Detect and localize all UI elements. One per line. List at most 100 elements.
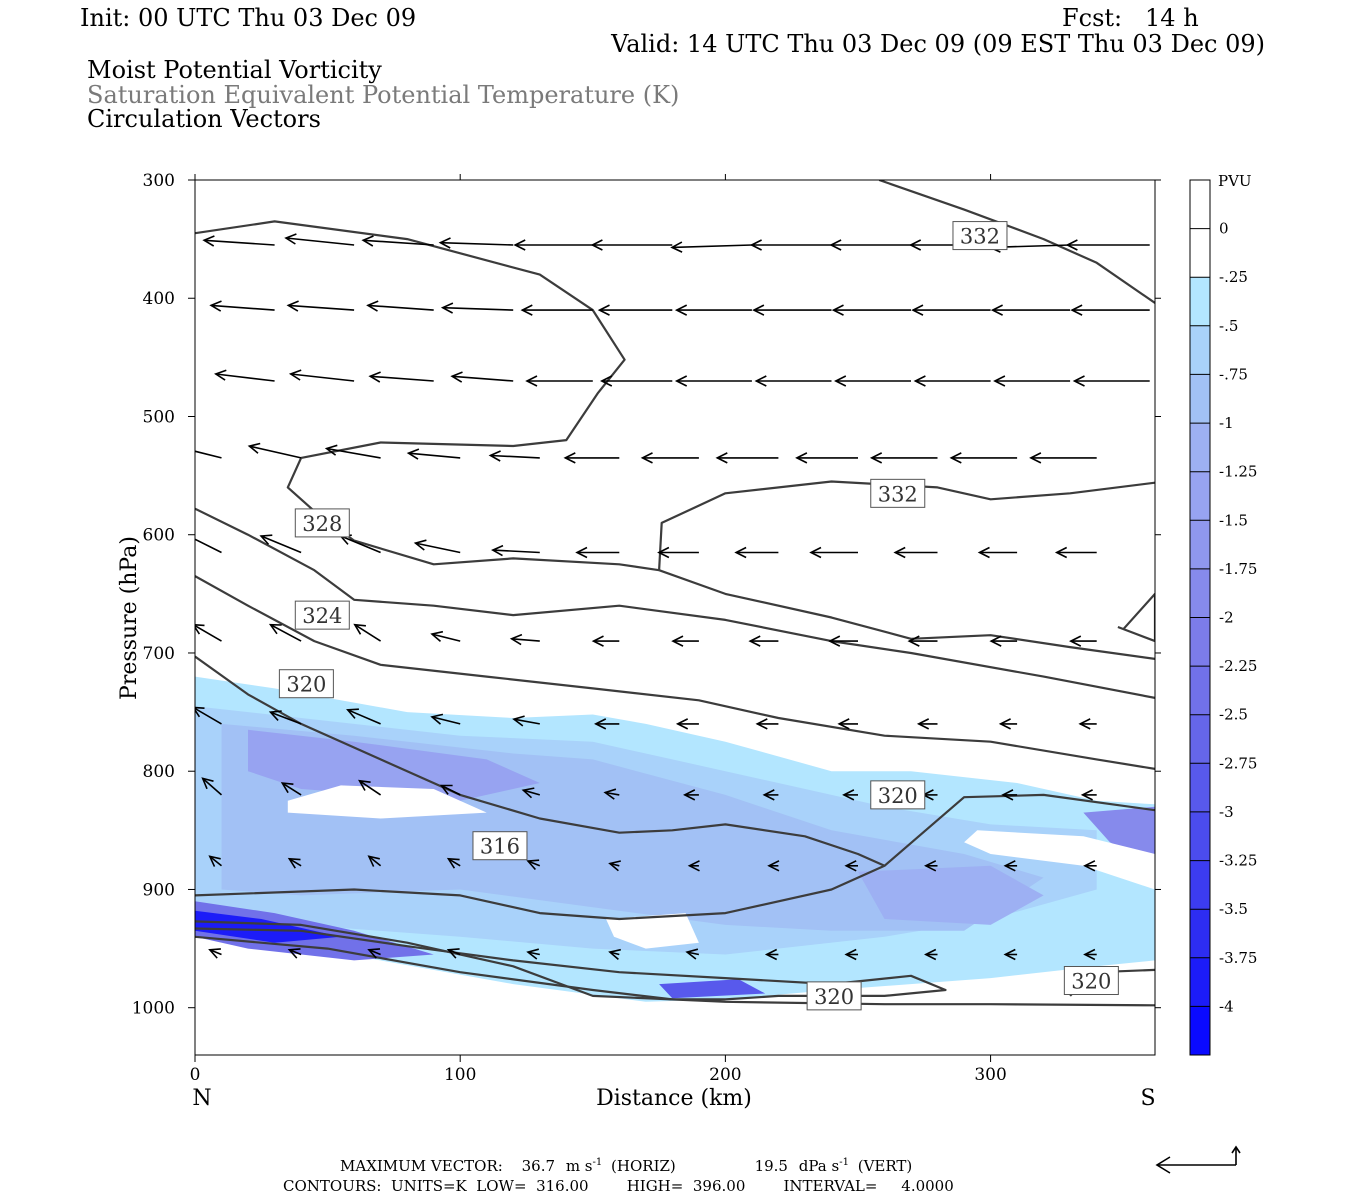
colorbar-unit: PVU (1218, 172, 1252, 190)
vector-arrow-6-8 (837, 718, 858, 730)
contour-label-box-1 (870, 478, 926, 508)
colorbar-label-13: -3.25 (1219, 852, 1257, 870)
colorbar-label-15: -3.75 (1219, 949, 1257, 967)
vector-arrow-7-3 (439, 784, 461, 796)
contour-labels: 332 332 328 324 320 320 316 320 320 (278, 221, 1119, 1011)
circulation-vectors (195, 233, 1150, 961)
contour-label-5: 320 (878, 784, 918, 808)
vector-arrow-9-7 (764, 948, 779, 961)
contour-label-box-4 (278, 669, 334, 699)
colorbar-bin-16 (1190, 957, 1210, 1007)
north-end-label: N (192, 1086, 211, 1111)
vector-arrow-3-0 (195, 450, 222, 459)
vector-arrow-4-1 (259, 534, 302, 554)
x-tick-label-0: 0 (190, 1065, 201, 1085)
vector-arrow-1-9 (831, 304, 911, 316)
horiz-unit-exponent: -1 (593, 1157, 603, 1168)
vector-arrow-5-4 (509, 633, 540, 646)
vector-arrow-8-3 (446, 857, 461, 869)
vector-arrow-1-12 (1070, 304, 1150, 316)
colorbar-bin-6 (1190, 471, 1210, 521)
vector-arrow-3-5 (563, 452, 620, 464)
vector-arrow-1-5 (520, 304, 593, 316)
vector-arrow-1-4 (440, 302, 514, 314)
colorbar-bin-9 (1190, 617, 1210, 667)
vector-arrow-2-10 (913, 375, 991, 387)
vector-arrow-6-10 (998, 718, 1018, 730)
vector-arrow-6-0 (195, 706, 222, 725)
horiz-max-value: 36.7 (522, 1157, 555, 1175)
vert-max-value: 19.5 (755, 1157, 788, 1175)
colorbar-bin-4 (1190, 374, 1210, 424)
vector-arrow-3-7 (715, 452, 779, 464)
x-tick-label-100: 100 (444, 1065, 476, 1085)
contour-label-8: 320 (1071, 970, 1111, 994)
vector-arrow-5-5 (591, 635, 620, 647)
vector-arrow-2-12 (1072, 375, 1150, 387)
colorbar-bin-12 (1190, 763, 1210, 813)
vector-arrow-3-1 (247, 442, 302, 459)
vector-arrow-0-2 (284, 233, 355, 246)
vector-arrow-3-9 (869, 452, 938, 464)
x-axis-title: Distance (km) (596, 1086, 752, 1111)
field-title-theta-e: Saturation Equivalent Potential Temperat… (87, 81, 679, 109)
vector-arrow-0-8 (749, 239, 832, 251)
vector-arrow-0-6 (590, 239, 673, 251)
vector-arrow-8-6 (687, 860, 700, 872)
theta-e-contour-328-4 (195, 507, 1155, 699)
vector-arrow-2-5 (525, 375, 593, 387)
vector-arrow-0-0 (195, 244, 196, 245)
vector-arrow-4-7 (734, 546, 779, 559)
vector-arrow-0-3 (361, 235, 434, 247)
vector-arrow-2-8 (754, 375, 832, 387)
contour-label-box-8 (1063, 966, 1119, 996)
vector-arrow-4-10 (977, 546, 1018, 559)
colorbar-label-3: -.75 (1219, 365, 1248, 383)
y-tick-label-400: 400 (143, 289, 175, 309)
horiz-tag: (HORIZ) (611, 1157, 676, 1175)
colorbar-label-11: -2.75 (1219, 754, 1257, 772)
contour-label-2: 328 (302, 512, 342, 536)
vector-arrow-1-7 (674, 304, 752, 316)
theta-e-contour-324-5 (195, 575, 1155, 770)
colorbar-label-16: -4 (1219, 997, 1234, 1015)
colorbar-bin-0 (1190, 180, 1210, 230)
theta-e-contour-316-8 (195, 927, 947, 1001)
vector-arrow-5-1 (268, 623, 302, 642)
field-title-pv: Moist Potential Vorticity (87, 56, 382, 84)
colorbar-bin-7 (1190, 520, 1210, 570)
vector-arrow-7-10 (1001, 789, 1018, 801)
contour-label-1: 332 (878, 482, 918, 506)
vector-arrow-5-9 (907, 635, 938, 647)
contour-label-box-6 (472, 831, 528, 861)
max-vector-line: MAXIMUM VECTOR: 36.7 m s-1 (HORIZ) 19.5 … (340, 1151, 912, 1175)
vector-arrow-2-1 (214, 369, 275, 382)
vector-arrow-2-3 (368, 371, 434, 383)
theta-e-contour-332-0 (195, 220, 660, 572)
vert-unit-exponent: -1 (839, 1157, 849, 1168)
contour-label-box-2 (294, 508, 350, 538)
pv-region-8 (659, 979, 766, 999)
theta-e-contour-332-1 (878, 180, 1155, 304)
vector-arrow-6-11 (1078, 718, 1097, 730)
vector-arrow-2-0 (195, 380, 196, 381)
vector-arrow-6-1 (268, 710, 302, 725)
vector-arrow-6-5 (594, 718, 620, 730)
y-tick-label-1000: 1000 (132, 999, 175, 1019)
vector-arrow-3-4 (488, 450, 540, 462)
vector-arrow-9-3 (446, 948, 461, 959)
vector-arrow-1-2 (286, 300, 355, 312)
vector-arrow-3-8 (795, 452, 858, 464)
colorbar-label-9: -2.25 (1219, 657, 1257, 675)
vector-arrow-4-6 (657, 546, 699, 559)
colorbar-bin-10 (1190, 666, 1210, 716)
vector-arrow-8-5 (608, 860, 621, 872)
pv-region-6 (195, 910, 341, 943)
y-tick-label-600: 600 (143, 526, 175, 546)
vector-arrow-9-10 (1003, 948, 1018, 961)
vector-arrow-1-3 (366, 300, 434, 312)
vector-arrow-4-3 (413, 539, 461, 554)
pv-clear-area-0 (287, 785, 487, 819)
vector-arrow-9-0 (208, 948, 222, 959)
colorbar-bin-15 (1190, 909, 1210, 959)
